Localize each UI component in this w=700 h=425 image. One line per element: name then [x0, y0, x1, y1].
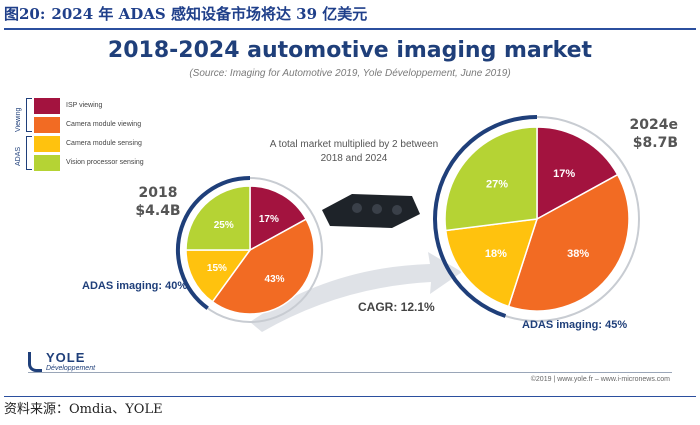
logo-name: YOLE [46, 350, 86, 365]
figure-caption: 图20: 2024 年 ADAS 感知设备市场将达 39 亿美元 [4, 0, 696, 30]
pie-charts: 17% 43% 15% 25% 17% 38% 18% 27% [176, 115, 640, 332]
legend-item-vision-sensing: Vision processor sensing [34, 153, 224, 172]
legend: ISP viewing Camera module viewing Camera… [34, 96, 224, 172]
legend-item-camera-sensing: Camera module sensing [34, 134, 224, 153]
slice-label-camera-sensing: 15% [207, 263, 227, 274]
cagr-label: CAGR: 12.1% [358, 300, 435, 314]
slice-label-isp-viewing: 17% [259, 214, 279, 225]
adas-arc [433, 115, 538, 318]
chart-subtitle: (Source: Imaging for Automotive 2019, Yo… [189, 68, 511, 79]
legend-bracket-viewing [26, 98, 32, 132]
slice-vision-sensing [185, 185, 251, 251]
slice-label-vision-sensing: 27% [486, 179, 508, 191]
logo-mark [28, 352, 42, 372]
legend-label: ISP viewing [66, 102, 103, 109]
legend-label: Camera module viewing [66, 121, 142, 128]
chart-canvas: 2018-2024 automotive imaging market (Sou… [0, 32, 700, 394]
slice-camera-sensing [444, 218, 539, 308]
slice-isp-viewing [249, 185, 308, 252]
copyright: ©2019 | www.yole.fr – www.i-micronews.co… [530, 376, 670, 383]
year-2024: 2024e [629, 117, 678, 133]
slice-isp-viewing [536, 126, 619, 221]
legend-item-isp-viewing: ISP viewing [34, 96, 224, 115]
footer-divider [28, 372, 672, 373]
slice-label-isp-viewing: 17% [553, 168, 575, 180]
slice-camera-viewing [507, 173, 630, 312]
year-2018: 2018 [138, 185, 178, 201]
chart-title: 2018-2024 automotive imaging market [107, 38, 593, 63]
adas-label-2024: ADAS imaging: 45% [522, 319, 628, 331]
year-label-2024: 2024e $8.7B [588, 116, 678, 152]
slice-camera-sensing [185, 249, 252, 303]
slice-vision-sensing [444, 126, 538, 232]
legend-label: Vision processor sensing [66, 159, 144, 166]
adas-arc [176, 176, 251, 310]
legend-label: Camera module sensing [66, 140, 142, 147]
legend-item-camera-viewing: Camera module viewing [34, 115, 224, 134]
slice-camera-viewing [211, 218, 315, 315]
legend-bracket-adas [26, 136, 32, 170]
legend-swatch [34, 116, 60, 133]
legend-swatch [34, 154, 60, 171]
total-2018: $4.4B [135, 203, 181, 219]
camera-module-image [322, 194, 420, 228]
pie-2018: 17% 43% 15% 25% [176, 176, 323, 323]
total-2024: $8.7B [632, 135, 678, 151]
logo-subtitle: Développement [46, 365, 96, 372]
slice-label-camera-sensing: 18% [485, 248, 507, 260]
legend-swatch [34, 135, 60, 152]
year-label-2018: 2018 $4.4B [118, 184, 198, 220]
pie-2024e: 17% 38% 18% 27% [433, 115, 640, 322]
figure-title: 2024 年 ADAS 感知设备市场将达 39 亿美元 [51, 5, 368, 23]
slice-label-vision-sensing: 25% [214, 220, 234, 231]
market-note: A total market multiplied by 2 between 2… [269, 139, 439, 164]
adas-label-2018: ADAS imaging: 40% [82, 280, 188, 292]
slice-label-camera-viewing: 38% [567, 248, 589, 260]
yole-logo: YOLE Développement [28, 350, 118, 374]
growth-arrow [250, 252, 462, 332]
figure-number: 图20: [4, 5, 46, 23]
legend-swatch [34, 97, 60, 114]
slice-label-camera-viewing: 43% [265, 274, 285, 285]
source-note: 资料来源：Omdia、YOLE [4, 396, 696, 424]
